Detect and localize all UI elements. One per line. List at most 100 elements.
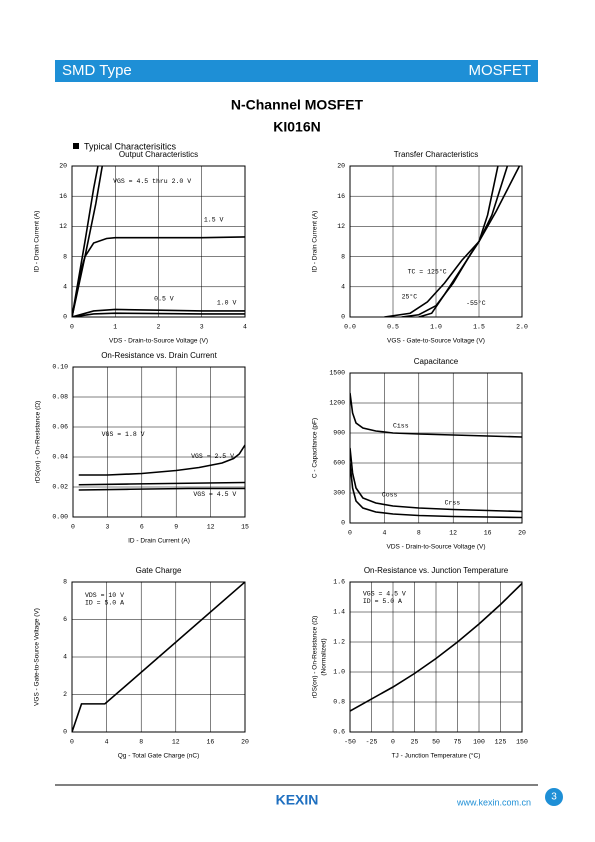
x-tick-label: 100	[473, 739, 485, 746]
annotation: VDS = 10 V	[85, 592, 124, 599]
annotation: Ciss	[393, 423, 409, 430]
x-tick-label: 1	[113, 324, 117, 331]
chart-title: Capacitance	[414, 357, 459, 366]
x-axis-label: Qg - Total Gate Charge (nC)	[118, 753, 200, 760]
y-tick-label: 2	[63, 691, 67, 698]
series-line	[350, 447, 522, 513]
chart-title: On-Resistance vs. Drain Current	[101, 351, 217, 360]
y-axis-label: ID - Drain Current (A)	[34, 211, 41, 273]
x-tick-label: 1.0	[430, 324, 442, 331]
annotation: 25°C	[402, 292, 418, 300]
annotation: TC = 125°C	[408, 267, 447, 275]
y-tick-label: 0.10	[52, 364, 68, 371]
annotation: ID = 5.0 A	[363, 598, 402, 605]
y-tick-label: 1.2	[333, 639, 345, 646]
x-tick-label: 9	[174, 524, 178, 531]
chart: On-Resistance vs. Drain Current 0 3 6 9 12 15 0…	[35, 351, 249, 545]
x-tick-label: 2	[157, 324, 161, 331]
x-axis-label: ID - Drain Current (A)	[128, 538, 190, 545]
y-tick-label: 1500	[329, 370, 345, 377]
series-line	[72, 308, 245, 317]
annotation: VGS = 2.5 V	[191, 453, 234, 460]
y-tick-label: 12	[59, 223, 67, 230]
y-tick-label: 0.8	[333, 699, 345, 706]
series-line	[72, 312, 245, 317]
x-tick-label: 15	[241, 524, 249, 531]
y-tick-label: 1200	[329, 400, 345, 407]
y-tick-label: 0	[341, 520, 345, 527]
part-number: KI016N	[273, 119, 320, 135]
y-tick-label: 1.4	[333, 609, 345, 616]
y-tick-label: 0.6	[333, 729, 345, 736]
y-tick-label: 1.6	[333, 579, 345, 586]
y-axis-label: ID - Drain Current (A)	[312, 211, 319, 273]
x-tick-label: 50	[432, 739, 440, 746]
x-tick-label: 6	[140, 524, 144, 531]
annotation: -55°C	[466, 299, 486, 307]
y-tick-label: 8	[63, 253, 67, 260]
series-line	[78, 481, 245, 486]
x-tick-label: 20	[241, 739, 249, 746]
x-tick-label: 16	[484, 530, 492, 537]
series-line	[78, 444, 245, 476]
y-tick-label: 4	[63, 654, 67, 661]
x-axis-label: VDS - Drain-to-Source Voltage (V)	[387, 544, 486, 551]
annotation: ID = 5.0 A	[85, 599, 124, 606]
x-tick-label: 0.5	[387, 324, 399, 331]
x-tick-label: 4	[243, 324, 247, 331]
y-tick-label: 900	[333, 430, 345, 437]
y-tick-label: 0	[63, 314, 67, 321]
chart-title: Transfer Characteristics	[394, 150, 479, 159]
x-tick-label: 1.5	[473, 324, 485, 331]
x-tick-label: 125	[495, 739, 507, 746]
x-tick-label: 12	[449, 530, 457, 537]
x-tick-label: -50	[344, 739, 356, 746]
plot-frame	[349, 165, 523, 318]
page-badge	[545, 788, 563, 806]
chart-title: Output Characteristics	[119, 150, 198, 159]
y-axis-label: C - Capacitance (pF)	[312, 418, 319, 478]
y-tick-label: 8	[341, 253, 345, 260]
series-line	[72, 236, 245, 317]
doc-title: N-Channel MOSFET	[231, 97, 364, 113]
annotation: VGS = 4.5 V	[193, 491, 236, 498]
x-tick-label: 2.0	[516, 324, 528, 331]
x-tick-label: 3	[105, 524, 109, 531]
y-tick-label: 20	[337, 163, 345, 170]
annotation: VGS = 4.5 thru 2.0 V	[113, 178, 191, 185]
y-tick-label: 4	[341, 284, 345, 291]
header-right: MOSFET	[469, 62, 532, 79]
annotation: 1.5 V	[204, 216, 224, 223]
plot-frame	[71, 165, 246, 318]
plot-frame	[349, 372, 523, 524]
series-line	[418, 166, 499, 317]
y-tick-label: 1.0	[333, 669, 345, 676]
y-tick-label: 4	[63, 284, 67, 291]
page-number: 3	[551, 792, 557, 803]
header-bar	[55, 60, 538, 82]
y-tick-label: 0	[341, 314, 345, 321]
series-line	[350, 392, 522, 438]
x-tick-label: 0	[348, 530, 352, 537]
y-tick-label: 12	[337, 223, 345, 230]
series-line	[72, 582, 245, 732]
x-tick-label: 8	[417, 530, 421, 537]
y-tick-label: 8	[63, 579, 67, 586]
x-tick-label: 4	[382, 530, 386, 537]
y-tick-label: 600	[333, 460, 345, 467]
y-tick-label: 0.04	[52, 454, 68, 461]
x-tick-label: 8	[139, 739, 143, 746]
series-line	[78, 487, 245, 491]
x-tick-label: 0	[70, 739, 74, 746]
series-line	[401, 166, 509, 317]
annotation: VGS = 4.5 V	[363, 591, 406, 598]
chart-title: Gate Charge	[136, 566, 182, 575]
x-tick-label: 0	[391, 739, 395, 746]
plot-frame	[349, 581, 523, 733]
y-tick-label: 6	[63, 616, 67, 623]
header-left: SMD Type	[62, 62, 132, 79]
annotation: Crss	[445, 500, 461, 507]
